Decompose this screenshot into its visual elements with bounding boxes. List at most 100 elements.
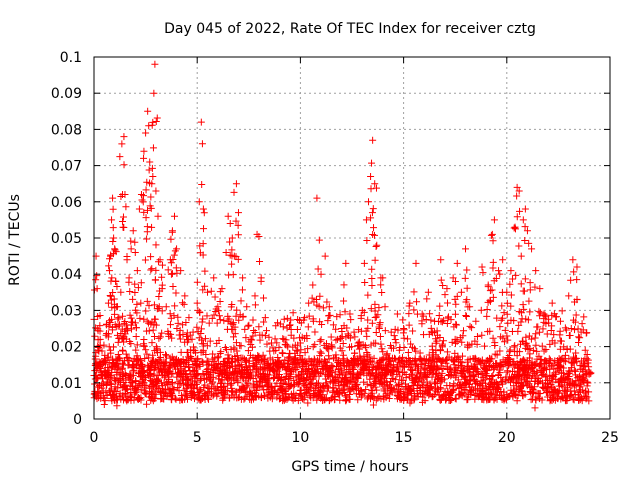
data-point: [225, 315, 233, 323]
data-point: [532, 267, 540, 275]
data-point: [269, 344, 277, 352]
data-point: [309, 317, 317, 325]
data-point: [255, 352, 263, 360]
data-point: [201, 282, 209, 290]
data-point: [121, 369, 129, 377]
data-point: [199, 240, 207, 248]
data-point: [145, 122, 153, 130]
data-point: [243, 303, 251, 311]
data-point: [131, 280, 139, 288]
data-point: [106, 346, 114, 354]
data-point: [289, 309, 297, 317]
data-point: [148, 265, 156, 273]
data-point: [556, 337, 564, 345]
data-point: [183, 329, 191, 337]
data-point: [125, 354, 133, 362]
data-point: [587, 369, 595, 377]
data-point: [257, 274, 265, 282]
data-point: [131, 248, 139, 256]
data-point: [174, 368, 182, 376]
data-point: [558, 307, 566, 315]
data-point: [184, 356, 192, 364]
data-point: [92, 276, 100, 284]
data-point: [357, 312, 365, 320]
data-point: [479, 269, 487, 277]
data-point: [176, 370, 184, 378]
data-point: [151, 276, 159, 284]
data-point: [399, 316, 407, 324]
data-point: [131, 238, 139, 246]
data-point: [197, 325, 205, 333]
data-point: [371, 180, 379, 188]
data-point: [478, 263, 486, 271]
data-point: [226, 251, 234, 259]
data-point: [339, 355, 347, 363]
data-point: [122, 381, 130, 389]
data-point: [198, 140, 206, 148]
data-point: [443, 285, 451, 293]
data-point: [193, 299, 201, 307]
y-axis-label: ROTI / TECUs: [7, 194, 23, 286]
data-point: [415, 377, 423, 385]
x-tick-label: 10: [291, 430, 309, 446]
data-point: [128, 363, 136, 371]
data-point: [322, 362, 330, 370]
data-point: [288, 368, 296, 376]
data-point: [109, 194, 117, 202]
data-point: [420, 365, 428, 373]
data-point: [408, 370, 416, 378]
data-point: [328, 369, 336, 377]
data-point: [316, 292, 324, 300]
data-point: [323, 298, 331, 306]
data-point: [208, 314, 216, 322]
data-point: [156, 256, 164, 264]
data-point: [530, 383, 538, 391]
data-point: [119, 312, 127, 320]
data-point: [115, 321, 123, 329]
data-point: [360, 358, 368, 366]
data-point: [571, 318, 579, 326]
data-point: [203, 312, 211, 320]
data-point: [462, 312, 470, 320]
data-point: [296, 361, 304, 369]
data-point: [218, 376, 226, 384]
data-point: [477, 306, 485, 314]
data-point: [140, 342, 148, 350]
data-point: [468, 324, 476, 332]
data-point: [372, 242, 380, 250]
data-point: [581, 366, 589, 374]
data-point: [437, 374, 445, 382]
data-point: [278, 349, 286, 357]
data-point: [382, 361, 390, 369]
data-point: [410, 306, 418, 314]
data-point: [495, 366, 503, 374]
data-point: [187, 352, 195, 360]
data-point: [296, 339, 304, 347]
data-point: [362, 385, 370, 393]
y-tick-label: 0.08: [51, 122, 82, 138]
data-point: [170, 385, 178, 393]
data-point: [177, 267, 185, 275]
data-point: [129, 295, 137, 303]
data-point: [360, 389, 368, 397]
data-point: [438, 369, 446, 377]
data-point: [151, 395, 159, 403]
data-point: [285, 354, 293, 362]
data-point: [507, 267, 515, 275]
data-point: [360, 259, 368, 267]
y-tick-label: 0: [73, 412, 82, 428]
data-point: [167, 330, 175, 338]
data-point: [261, 366, 269, 374]
data-point: [394, 326, 402, 334]
data-point: [565, 355, 573, 363]
data-point: [439, 337, 447, 345]
data-point: [487, 389, 495, 397]
data-point: [168, 227, 176, 235]
data-point: [215, 337, 223, 345]
data-point: [140, 147, 148, 155]
data-point: [110, 250, 118, 258]
data-point: [469, 372, 477, 380]
data-point: [351, 333, 359, 341]
data-point: [106, 379, 114, 387]
data-point: [334, 366, 342, 374]
